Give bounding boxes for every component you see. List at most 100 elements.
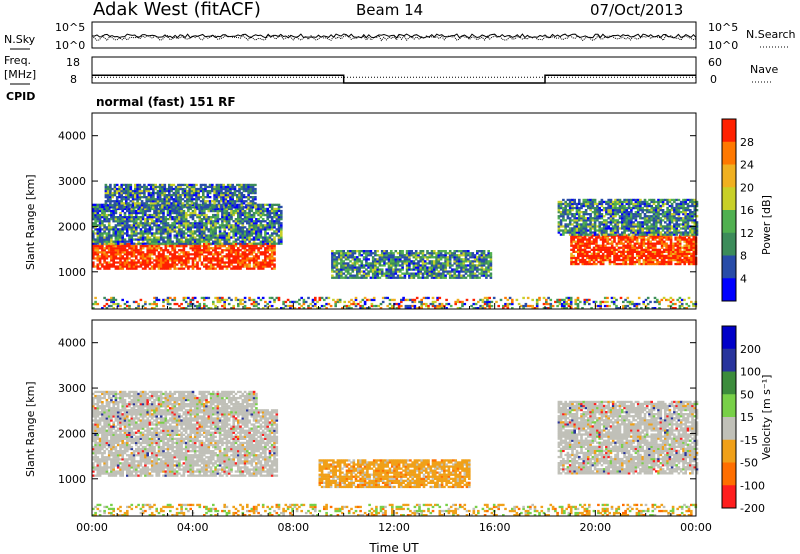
heatmap-cell — [229, 206, 232, 209]
heatmap-cell — [224, 185, 228, 189]
heatmap-cell — [669, 260, 673, 264]
heatmap-cell — [127, 206, 130, 209]
heatmap-cell — [568, 200, 572, 204]
heatmap-cell — [96, 240, 100, 243]
heatmap-cell — [451, 256, 454, 259]
heatmap-cell — [248, 242, 251, 245]
heatmap-cell — [126, 222, 129, 225]
heatmap-cell — [623, 204, 626, 208]
heatmap-cell — [570, 252, 573, 255]
heatmap-cell — [439, 264, 443, 267]
heatmap-cell — [234, 249, 238, 252]
heatmap-cell — [101, 220, 104, 223]
heatmap-cell — [152, 185, 155, 189]
heatmap-cell — [599, 258, 603, 262]
heatmap-cell — [611, 206, 615, 210]
heatmap-cell — [340, 274, 343, 277]
heatmap-cell — [254, 198, 257, 201]
heatmap-cell — [590, 258, 594, 262]
heatmap-cell — [331, 250, 334, 253]
heatmap-cell — [568, 209, 572, 212]
heatmap-cell — [629, 246, 632, 249]
heatmap-cell — [414, 256, 418, 259]
heatmap-cell — [601, 248, 605, 251]
heatmap-cell — [639, 213, 642, 216]
heatmap-cell — [96, 213, 100, 217]
heatmap-cell — [181, 191, 185, 195]
heatmap-cell — [478, 272, 481, 275]
heatmap-cell — [602, 225, 606, 228]
heatmap-cell — [112, 242, 115, 245]
heatmap-cell — [273, 222, 276, 225]
heatmap-cell — [667, 236, 671, 239]
heatmap-cell — [273, 257, 276, 260]
heatmap-cell — [199, 185, 203, 189]
heatmap-cell — [629, 240, 632, 243]
heatmap-cell — [642, 260, 646, 264]
heatmap-cell — [264, 263, 267, 266]
heatmap-cell — [116, 207, 120, 211]
heatmap-cell — [568, 204, 572, 208]
heatmap-cell — [169, 245, 172, 248]
heatmap-cell — [270, 251, 274, 254]
heatmap-cell — [487, 270, 490, 273]
heatmap-cell — [419, 266, 422, 269]
heatmap-cell — [136, 183, 139, 187]
heatmap-cell — [107, 261, 111, 264]
heatmap-cell — [362, 258, 366, 261]
heatmap-cell — [439, 256, 443, 259]
heatmap-cell — [582, 227, 586, 230]
heatmap-cell — [134, 202, 137, 205]
heatmap-cell — [580, 223, 583, 226]
heatmap-cell — [158, 200, 162, 203]
heatmap-cell — [604, 238, 607, 241]
heatmap-cell — [674, 250, 677, 253]
heatmap-cell — [642, 258, 646, 262]
heatmap-cell — [270, 249, 274, 252]
heatmap-cell — [417, 262, 420, 265]
heatmap-cell — [98, 238, 102, 241]
heatmap-cell — [145, 196, 148, 199]
heatmap-cell — [580, 225, 583, 228]
heatmap-cell — [608, 252, 612, 255]
heatmap-cell — [636, 204, 640, 208]
heatmap-cell — [430, 250, 434, 253]
heatmap-cell — [233, 206, 237, 209]
heatmap-cell — [396, 258, 400, 261]
heatmap-cell — [487, 268, 490, 271]
heatmap-cell — [246, 213, 249, 217]
heatmap-cell — [245, 200, 248, 203]
heatmap-cell — [204, 183, 207, 187]
heatmap-cell — [165, 189, 169, 193]
heatmap-cell — [593, 225, 597, 228]
heatmap-cell — [241, 220, 245, 223]
heatmap-cell — [380, 270, 384, 273]
heatmap-cell — [383, 254, 386, 257]
heatmap-cell — [184, 263, 188, 266]
heatmap-cell — [685, 258, 689, 262]
heatmap-cell — [583, 244, 587, 247]
heatmap-cell — [238, 194, 241, 197]
heatmap-cell — [125, 202, 128, 205]
heatmap-cell — [132, 255, 136, 258]
heatmap-cell — [651, 238, 655, 241]
heatmap-cell — [644, 242, 648, 245]
heatmap-cell — [259, 253, 263, 256]
heatmap-cell — [469, 272, 472, 275]
heatmap-cell — [385, 250, 388, 253]
heatmap-cell — [557, 217, 561, 220]
heatmap-cell — [264, 213, 267, 217]
heatmap-cell — [362, 256, 366, 259]
heatmap-cell — [599, 262, 603, 266]
heatmap-cell — [128, 209, 131, 213]
heatmap-cell — [206, 204, 210, 207]
heatmap-cell — [581, 240, 585, 243]
heatmap-cell — [277, 240, 281, 243]
heatmap-cell — [437, 266, 441, 269]
heatmap-cell — [135, 222, 138, 225]
heatmap-cell — [643, 219, 647, 222]
heatmap-cell — [243, 240, 247, 243]
heatmap-cell — [196, 213, 199, 217]
heatmap-cell — [115, 198, 119, 201]
heatmap-cell — [192, 187, 196, 191]
